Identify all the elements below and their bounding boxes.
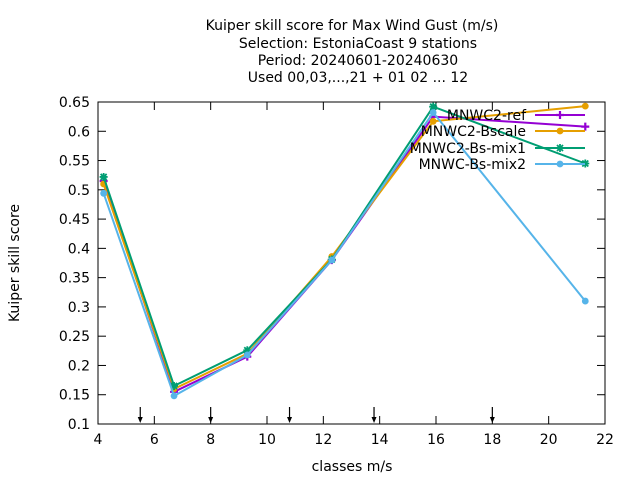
legend-item: MNWC2-ref <box>447 108 585 124</box>
y-tick-label: 0.45 <box>59 212 90 228</box>
class-marker-arrowhead <box>137 417 143 423</box>
data-point <box>429 117 437 125</box>
legend: MNWC2-refMNWC2-BscaleMNWC2-Bs-mix1MNWC-B… <box>410 108 585 173</box>
x-tick-label: 6 <box>150 432 159 448</box>
data-point <box>170 392 178 400</box>
data-point <box>581 297 589 305</box>
y-tick-label: 0.6 <box>68 124 90 140</box>
axis-ticks: 0.1 0.15 0.2 0.25 0.3 0.35 0.4 0.45 0.5 0.55 0.6 0.… <box>59 95 614 448</box>
legend-label: MNWC2-ref <box>447 108 527 124</box>
class-marker-arrowhead <box>208 417 214 423</box>
legend-item: MNWC2-Bs-mix1 <box>410 141 585 157</box>
series-4 <box>100 109 589 400</box>
class-marker-arrowhead <box>371 417 377 423</box>
y-tick-label: 0.35 <box>59 271 90 287</box>
chart-title: Kuiper skill score for Max Wind Gust (m/… <box>206 18 499 86</box>
data-point <box>170 381 179 390</box>
x-tick-label: 18 <box>483 432 501 448</box>
y-tick-label: 0.4 <box>68 241 90 257</box>
data-point <box>99 172 108 181</box>
data-point <box>243 346 252 355</box>
plot-frame <box>97 101 606 425</box>
series-layer <box>99 102 590 400</box>
title-line-3: Period: 20240601-20240630 <box>258 53 458 69</box>
y-tick-label: 0.1 <box>68 417 90 433</box>
data-point <box>556 160 564 168</box>
y-tick-label: 0.2 <box>68 358 90 374</box>
title-line-4: Used 00,03,...,21 + 01 02 ... 12 <box>248 70 468 86</box>
data-point <box>556 127 564 135</box>
data-point <box>556 111 564 119</box>
data-point <box>100 189 108 197</box>
x-tick-label: 8 <box>206 432 215 448</box>
y-axis-label: Kuiper skill score <box>7 204 23 322</box>
legend-item: MNWC-Bs-mix2 <box>419 157 585 173</box>
data-point <box>328 256 336 264</box>
y-tick-label: 0.55 <box>59 154 90 170</box>
x-tick-label: 20 <box>540 432 558 448</box>
series-line <box>102 105 586 388</box>
legend-item: MNWC2-Bscale <box>421 124 585 140</box>
data-point <box>429 109 437 116</box>
x-tick-label: 12 <box>314 432 332 448</box>
x-axis-label: classes m/s <box>312 459 393 475</box>
title-line-1: Kuiper skill score for Max Wind Gust (m/… <box>206 18 499 34</box>
y-tick-label: 0.15 <box>59 388 90 404</box>
legend-label: MNWC2-Bscale <box>421 124 526 140</box>
data-point <box>581 102 589 110</box>
data-point <box>556 144 564 152</box>
x-tick-label: 4 <box>94 432 103 448</box>
class-marker-arrowhead <box>489 417 495 423</box>
y-tick-label: 0.25 <box>59 329 90 345</box>
x-tick-label: 10 <box>258 432 276 448</box>
y-tick-label: 0.65 <box>59 95 90 111</box>
data-point <box>581 159 590 168</box>
x-tick-label: 14 <box>371 432 389 448</box>
x-tick-label: 22 <box>596 432 614 448</box>
class-marker-arrowhead <box>287 417 293 423</box>
legend-label: MNWC-Bs-mix2 <box>419 157 526 173</box>
x-tick-label: 16 <box>427 432 445 448</box>
data-point <box>243 351 251 359</box>
series-line <box>102 110 587 398</box>
data-point <box>581 122 590 131</box>
title-line-2: Selection: EstoniaCoast 9 stations <box>239 36 477 52</box>
y-tick-label: 0.3 <box>68 300 90 316</box>
data-point <box>429 102 438 111</box>
class-markers <box>137 407 495 423</box>
legend-label: MNWC2-Bs-mix1 <box>410 141 526 157</box>
y-tick-label: 0.5 <box>68 183 90 199</box>
